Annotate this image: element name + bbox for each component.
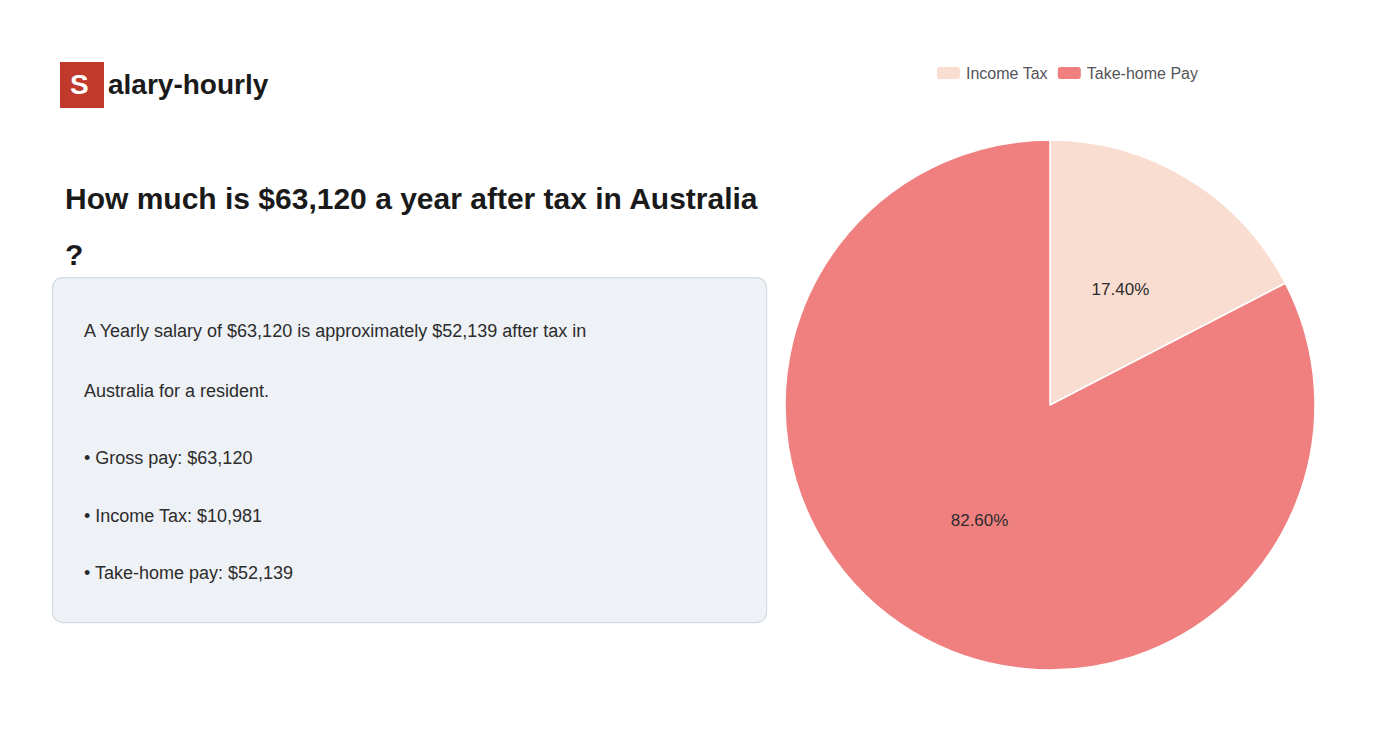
svg-text:17.40%: 17.40% (1092, 280, 1150, 299)
svg-text:Australia for a resident.: Australia for a resident. (84, 381, 269, 401)
svg-text:• Take-home pay: $52,139: • Take-home pay: $52,139 (84, 563, 293, 583)
svg-text:82.60%: 82.60% (951, 511, 1009, 530)
svg-text:How much is $63,120 a year aft: How much is $63,120 a year after tax in … (65, 182, 758, 215)
svg-text:A Yearly salary of $63,120 is: A Yearly salary of $63,120 is approximat… (84, 321, 586, 341)
svg-text:S: S (70, 69, 89, 100)
svg-text:?: ? (65, 238, 83, 271)
svg-text:• Income Tax: $10,981: • Income Tax: $10,981 (84, 506, 262, 526)
svg-text:Take-home Pay: Take-home Pay (1087, 65, 1198, 82)
svg-text:Income Tax: Income Tax (966, 65, 1048, 82)
svg-text:alary-hourly: alary-hourly (108, 69, 269, 100)
svg-text:• Gross pay: $63,120: • Gross pay: $63,120 (84, 448, 252, 468)
